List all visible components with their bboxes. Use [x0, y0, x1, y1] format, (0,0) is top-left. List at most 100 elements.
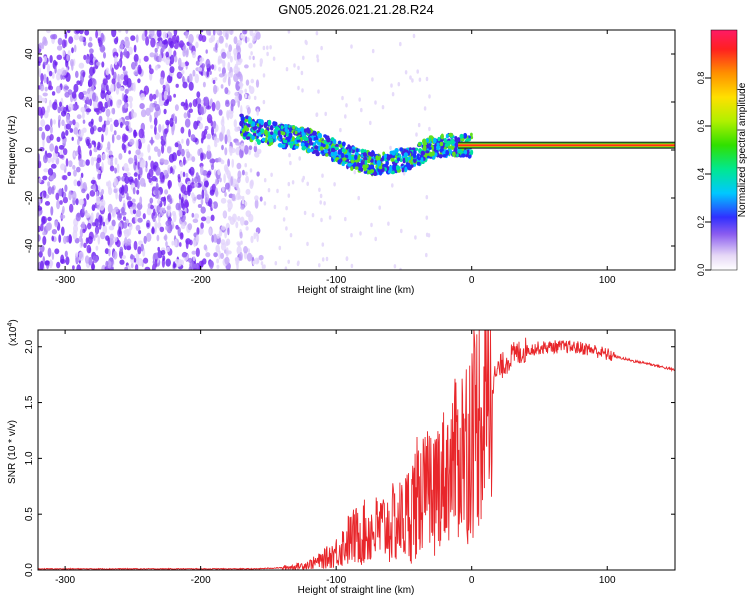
noise-blob	[173, 93, 177, 98]
noise-blob	[221, 51, 227, 59]
noise-blob	[241, 169, 245, 176]
noise-blob	[187, 223, 193, 231]
noise-speck	[397, 82, 401, 87]
noise-speck	[389, 145, 392, 151]
noise-blob	[223, 173, 226, 184]
noise-blob	[244, 64, 249, 69]
signal-blob	[404, 166, 408, 173]
noise-blob	[105, 120, 111, 126]
noise-blob	[158, 53, 162, 63]
noise-blob	[92, 100, 99, 109]
noise-blob	[133, 172, 138, 177]
noise-blob	[95, 228, 98, 235]
noise-speck	[285, 206, 288, 211]
noise-blob	[129, 138, 135, 146]
signal-blob	[264, 129, 268, 136]
y-tick-label: 0.5	[24, 507, 35, 521]
noise-blob	[143, 257, 149, 264]
noise-blob	[231, 158, 234, 168]
signal-blob	[445, 149, 450, 156]
noise-blob	[195, 247, 200, 257]
signal-blob	[306, 148, 311, 153]
y-tick-label: 1.5	[24, 395, 35, 409]
noise-blob	[254, 199, 259, 209]
noise-blob	[120, 121, 123, 128]
noise-blob	[150, 124, 153, 129]
noise-blob	[81, 188, 86, 194]
signal-blob	[466, 138, 472, 142]
noise-speck	[415, 132, 418, 137]
noise-blob	[62, 196, 68, 204]
noise-blob	[171, 210, 176, 217]
noise-blob	[109, 117, 113, 123]
noise-blob	[38, 153, 41, 163]
noise-blob	[69, 59, 74, 67]
noise-blob	[178, 57, 182, 67]
noise-blob	[201, 189, 205, 199]
noise-blob	[188, 33, 194, 44]
noise-blob	[224, 147, 228, 156]
noise-blob	[92, 255, 99, 264]
noise-blob	[199, 60, 203, 66]
noise-speck	[357, 195, 361, 201]
noise-blob	[238, 89, 244, 95]
noise-blob	[242, 30, 247, 35]
noise-blob	[99, 216, 103, 226]
noise-blob	[55, 192, 60, 201]
signal-blob	[388, 170, 392, 174]
noise-blob	[108, 248, 111, 257]
noise-blob	[254, 30, 258, 34]
noise-blob	[45, 30, 51, 34]
noise-blob	[123, 163, 129, 172]
noise-blob	[221, 225, 226, 231]
noise-speck	[298, 156, 302, 161]
noise-blob	[40, 73, 44, 83]
noise-blob	[170, 166, 173, 174]
noise-speck	[301, 178, 305, 183]
noise-blob	[78, 251, 85, 261]
noise-blob	[233, 119, 237, 128]
noise-blob	[120, 51, 123, 60]
noise-blob	[149, 93, 154, 102]
noise-blob	[114, 167, 117, 174]
noise-blob	[255, 31, 261, 40]
noise-blob	[57, 37, 63, 46]
noise-blob	[194, 73, 199, 84]
colorbar-tick-label: 0.0	[696, 264, 706, 277]
noise-blob	[193, 182, 199, 188]
noise-blob	[56, 54, 63, 60]
noise-blob	[145, 166, 148, 173]
noise-speck	[252, 260, 255, 265]
noise-blob	[160, 196, 166, 202]
noise-blob	[68, 103, 74, 111]
signal-blob	[378, 165, 383, 170]
noise-blob	[63, 106, 67, 115]
signal-blob	[431, 150, 435, 156]
noise-blob	[73, 34, 80, 41]
noise-speck	[260, 261, 264, 266]
y-tick-label: 0.0	[24, 563, 35, 577]
noise-blob	[166, 146, 172, 154]
noise-blob	[164, 128, 169, 135]
noise-speck	[333, 182, 336, 187]
noise-blob	[198, 33, 203, 42]
noise-blob	[48, 99, 52, 108]
signal-blob	[448, 132, 454, 137]
noise-blob	[169, 66, 175, 74]
signal-blob	[452, 151, 456, 157]
noise-speck	[315, 112, 319, 117]
noise-blob	[68, 234, 73, 244]
noise-blob	[143, 182, 146, 188]
noise-blob	[137, 78, 141, 84]
signal-blob	[326, 137, 331, 143]
noise-speck	[353, 170, 357, 175]
signal-blob	[314, 139, 319, 144]
noise-blob	[88, 36, 93, 42]
signal-blob	[306, 128, 311, 134]
noise-blob	[220, 159, 225, 165]
noise-blob	[71, 47, 74, 54]
noise-blob	[49, 175, 55, 181]
x-tick-label: 100	[599, 275, 616, 286]
noise-blob	[71, 190, 77, 201]
noise-blob	[137, 173, 141, 181]
